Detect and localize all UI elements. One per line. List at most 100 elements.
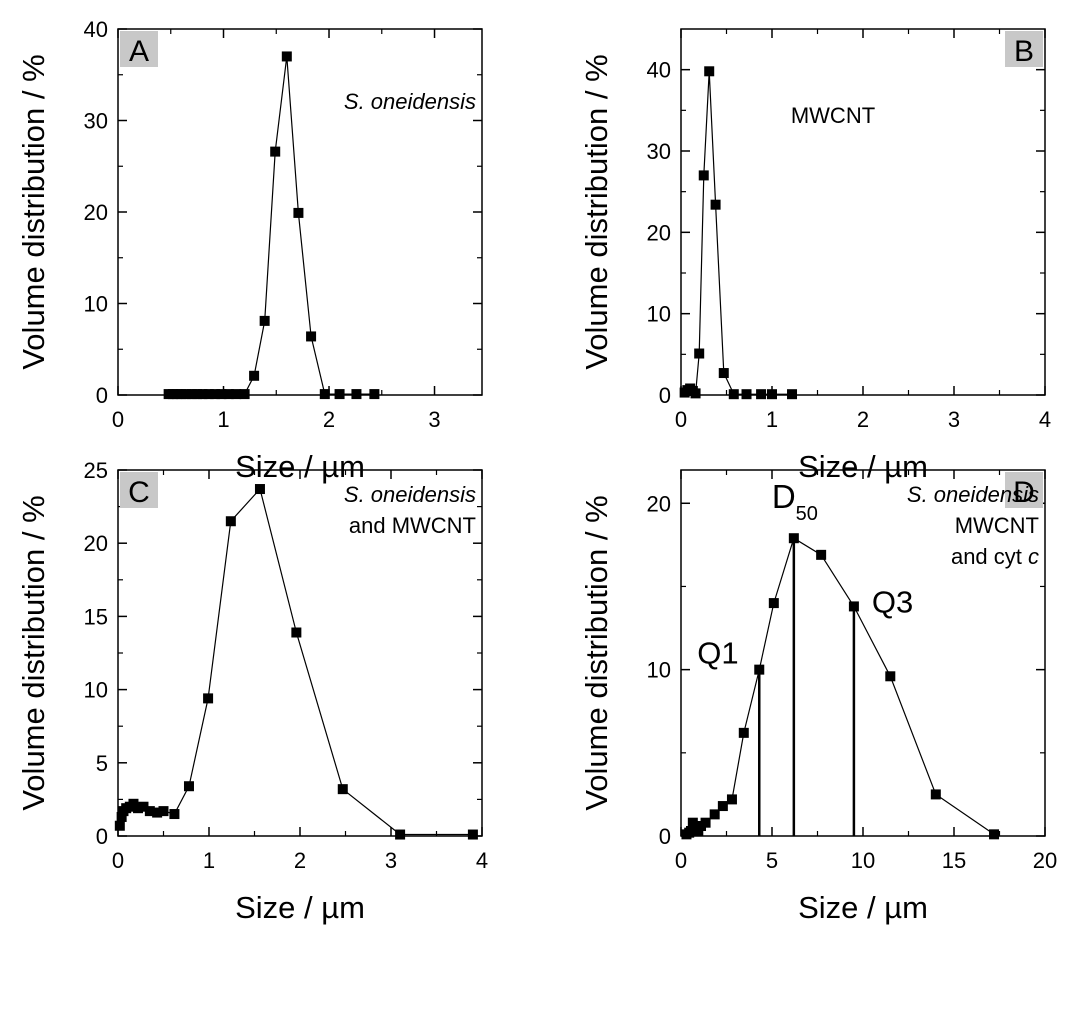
- y-tick-label: 0: [659, 383, 671, 408]
- data-point: [369, 389, 380, 400]
- y-tick-label: 0: [96, 824, 108, 849]
- data-point: [225, 516, 236, 527]
- data-point: [116, 811, 127, 822]
- annotation-main: Q3: [872, 584, 913, 619]
- chart-panel-c: 0 1 2 3 4 0 5 10 15 20 25 Size / µm Volume distribut…: [16, 458, 488, 925]
- x-tick-label: 0: [112, 848, 124, 873]
- x-tick-label: 3: [385, 848, 397, 873]
- annotation-line: S. oneidensis: [344, 482, 476, 507]
- x-tick-label: 4: [1039, 407, 1051, 432]
- data-point: [114, 820, 125, 831]
- data-point: [203, 389, 214, 400]
- data-point: [351, 389, 362, 400]
- data-point: [210, 389, 221, 400]
- data-point: [698, 170, 709, 181]
- data-point: [710, 199, 721, 210]
- panel-label-box: [120, 31, 158, 67]
- annotation-main: Q1: [697, 636, 738, 671]
- annotation-text: and cyt c: [951, 544, 1039, 569]
- x-axis-title: Size / µm: [798, 890, 928, 925]
- data-point: [186, 389, 197, 400]
- data-point: [239, 389, 250, 400]
- annotation-line: S. oneidensis: [907, 482, 1039, 507]
- x-tick-label: 5: [766, 848, 778, 873]
- y-tick-label: 10: [84, 678, 108, 703]
- annotation-subscript: 50: [796, 503, 818, 525]
- y-tick-label: 10: [647, 658, 671, 683]
- data-point: [192, 389, 203, 400]
- data-point: [694, 348, 705, 359]
- data-point: [709, 809, 720, 820]
- data-point: [133, 803, 144, 814]
- y-axis-title: Volume distribution / %: [16, 495, 51, 810]
- data-point: [816, 549, 827, 560]
- data-point: [395, 829, 406, 840]
- data-point: [788, 533, 799, 544]
- data-point: [138, 801, 149, 812]
- x-tick-label: 10: [851, 848, 875, 873]
- data-point: [768, 598, 779, 609]
- annotation-suffix: c: [1028, 544, 1039, 569]
- annotation-main: D: [772, 478, 796, 515]
- annotation-text: S. oneidensis: [344, 482, 476, 507]
- y-tick-label: 0: [659, 824, 671, 849]
- data-point: [158, 806, 169, 817]
- data-point: [249, 370, 260, 381]
- panel-label: A: [129, 35, 149, 68]
- data-point: [169, 809, 180, 820]
- y-tick-label: 20: [84, 200, 108, 225]
- y-tick-label: 40: [84, 17, 108, 42]
- y-axis-title: Volume distribution / %: [16, 54, 51, 369]
- y-tick-label: 15: [84, 604, 108, 629]
- data-point: [270, 146, 281, 157]
- plot-frame: [680, 28, 1046, 396]
- data-point: [848, 601, 859, 612]
- annotation-line: and cyt: [951, 544, 1028, 569]
- data-point: [144, 806, 155, 817]
- data-point: [767, 389, 777, 400]
- panel-label-box: [1005, 31, 1043, 67]
- data-point: [259, 315, 270, 326]
- data-point: [281, 51, 292, 62]
- data-point: [254, 484, 265, 495]
- data-point: [197, 389, 208, 400]
- y-tick-label: 20: [647, 491, 671, 516]
- y-tick-label: 20: [84, 531, 108, 556]
- annotation-text: MWCNT: [955, 513, 1039, 538]
- series-line: [686, 537, 995, 835]
- annotation-line: S. oneidensis: [344, 89, 476, 114]
- annotation-q3: Q3: [872, 584, 913, 619]
- series-line: [119, 487, 473, 836]
- data-point: [334, 389, 345, 400]
- series-line: [684, 71, 792, 395]
- data-point: [181, 389, 192, 400]
- panel-label-box: [120, 472, 158, 508]
- annotation-d: D50: [772, 478, 818, 525]
- data-point: [319, 389, 330, 400]
- data-point: [756, 389, 767, 400]
- data-point: [741, 389, 752, 400]
- data-point: [717, 801, 728, 812]
- data-point: [223, 389, 234, 400]
- annotation-text: MWCNT: [791, 103, 875, 128]
- y-axis-title: Volume distribution / %: [579, 495, 614, 810]
- y-axis-title: Volume distribution / %: [579, 54, 614, 369]
- panel-label: C: [128, 476, 150, 509]
- data-point: [337, 784, 348, 795]
- data-point: [989, 829, 1000, 840]
- x-tick-label: 2: [294, 848, 306, 873]
- data-point: [718, 368, 729, 379]
- y-tick-label: 5: [96, 751, 108, 776]
- annotation-text: S. oneidensis: [344, 89, 476, 114]
- y-tick-label: 20: [647, 220, 671, 245]
- annotation-text: and MWCNT: [349, 513, 476, 538]
- y-tick-label: 40: [647, 58, 671, 83]
- x-tick-label: 0: [675, 848, 687, 873]
- y-tick-label: 30: [647, 139, 671, 164]
- data-point: [467, 829, 478, 840]
- data-point: [738, 727, 749, 738]
- annotation-text: S. oneidensis: [907, 482, 1039, 507]
- data-point: [754, 664, 765, 675]
